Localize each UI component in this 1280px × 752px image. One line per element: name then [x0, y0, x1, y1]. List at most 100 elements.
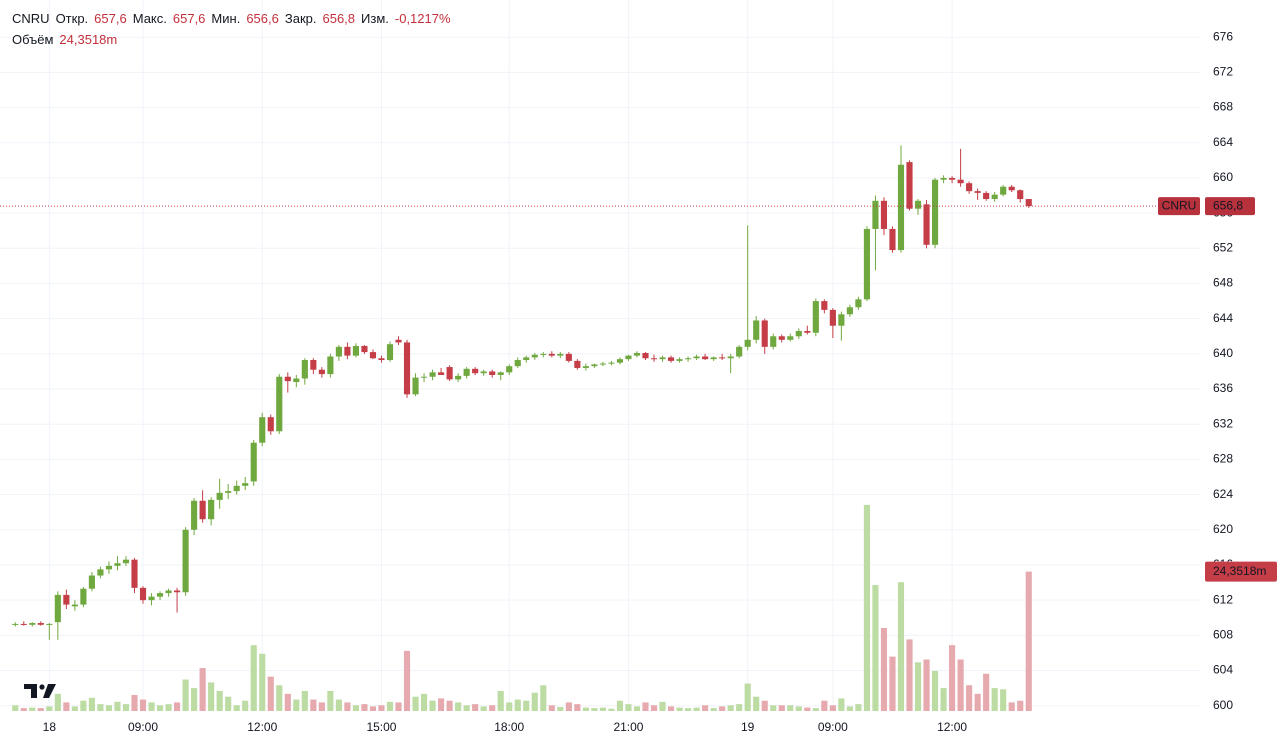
- candle-body: [463, 368, 470, 376]
- candle-body: [105, 565, 113, 570]
- volume-bar: [523, 700, 530, 711]
- candle-body: [804, 330, 811, 333]
- candle-body: [949, 177, 956, 180]
- candle-body: [940, 177, 947, 180]
- volume-bar: [846, 706, 853, 711]
- candle-body: [284, 376, 291, 382]
- candle-body: [991, 194, 998, 200]
- x-tick-label: 15:00: [366, 720, 396, 734]
- candle-body: [174, 590, 181, 593]
- volume-bar: [395, 702, 402, 711]
- volume-bar: [412, 696, 419, 711]
- x-tick-label: 18: [43, 720, 57, 734]
- header-value: 656,6: [246, 11, 279, 26]
- volume-bar: [804, 707, 811, 711]
- volume-bar: [1025, 571, 1032, 711]
- candle-body: [770, 336, 777, 347]
- volume-bar: [369, 706, 377, 711]
- candle-body: [429, 372, 436, 377]
- x-tick-label: 09:00: [128, 720, 158, 734]
- volume-bar: [897, 582, 905, 711]
- x-tick-label: 12:00: [247, 720, 277, 734]
- symbol-tag-text: CNRU: [1162, 198, 1197, 212]
- y-tick-label: 676: [1213, 29, 1233, 43]
- candle-body: [821, 301, 828, 310]
- volume-bar: [625, 704, 632, 711]
- candle-body: [676, 359, 683, 361]
- volume-bar: [574, 704, 581, 711]
- candle-body: [599, 363, 606, 365]
- candle-body: [97, 569, 104, 576]
- y-tick-label: 640: [1213, 346, 1233, 360]
- volume-bar: [225, 696, 232, 711]
- volume-tag: [1205, 561, 1277, 582]
- y-tick-label: 612: [1213, 592, 1233, 606]
- volume-bar: [37, 708, 44, 711]
- candle-body: [582, 366, 589, 368]
- candle-body: [310, 360, 317, 370]
- candle-body: [880, 200, 888, 229]
- candle-body: [983, 192, 990, 200]
- candle-body: [327, 356, 334, 375]
- volume-bar: [829, 705, 836, 711]
- volume-bar: [327, 690, 334, 711]
- volume-bar: [642, 702, 649, 711]
- logo: [24, 684, 56, 698]
- volume-bar: [838, 698, 845, 711]
- candle-body: [122, 559, 130, 564]
- candle-body: [395, 339, 402, 343]
- y-tick-label: 644: [1213, 311, 1233, 325]
- candle-body: [659, 357, 666, 360]
- volume-bar: [514, 699, 521, 711]
- volume-bar: [650, 705, 658, 711]
- volume-bar: [633, 706, 641, 711]
- candle-body: [386, 344, 394, 361]
- volume-bar: [293, 699, 300, 711]
- volume-bar: [616, 700, 624, 711]
- candle-body: [438, 372, 445, 375]
- volume-bar: [582, 707, 589, 711]
- candle-body: [633, 352, 641, 356]
- volume-bar: [812, 708, 819, 711]
- candle-body: [233, 485, 240, 492]
- volume-bar: [557, 706, 564, 711]
- header-value: -0,1217%: [394, 11, 451, 26]
- volume-bar: [480, 706, 487, 711]
- candle-body: [974, 191, 981, 193]
- volume-bar: [97, 704, 104, 711]
- candle-body: [420, 376, 428, 378]
- volume-bar: [216, 690, 223, 711]
- candle-body: [412, 377, 419, 395]
- volume-bar: [761, 700, 768, 711]
- volume-bar: [29, 707, 36, 711]
- volume-bar: [855, 704, 862, 711]
- volume-bar: [284, 693, 291, 711]
- candle-body: [557, 353, 564, 356]
- candle-body: [352, 345, 359, 356]
- y-tick-label: 624: [1213, 487, 1233, 501]
- volume-bar: [233, 705, 240, 711]
- volume-bar: [489, 705, 496, 711]
- candle-body: [872, 200, 879, 229]
- candle-body: [156, 593, 164, 597]
- candle-body: [565, 353, 572, 361]
- candle-body: [489, 371, 496, 375]
- volume-bar: [1017, 700, 1024, 711]
- volume-bar: [361, 704, 368, 711]
- candle-body: [318, 369, 325, 375]
- volume-bar: [438, 698, 445, 711]
- volume-bar: [676, 707, 683, 711]
- volume-bar: [949, 645, 956, 711]
- candle-body: [259, 417, 266, 443]
- volume-label: Объём: [12, 32, 54, 47]
- y-tick-label: 652: [1213, 240, 1233, 254]
- candle-body: [242, 483, 249, 486]
- candle-body: [957, 179, 964, 184]
- volume-bar: [685, 708, 692, 711]
- volume-bar: [156, 705, 164, 711]
- volume-bar: [770, 705, 777, 711]
- volume-bar: [105, 705, 113, 711]
- volume-bar: [386, 701, 394, 711]
- volume-bar: [378, 705, 385, 711]
